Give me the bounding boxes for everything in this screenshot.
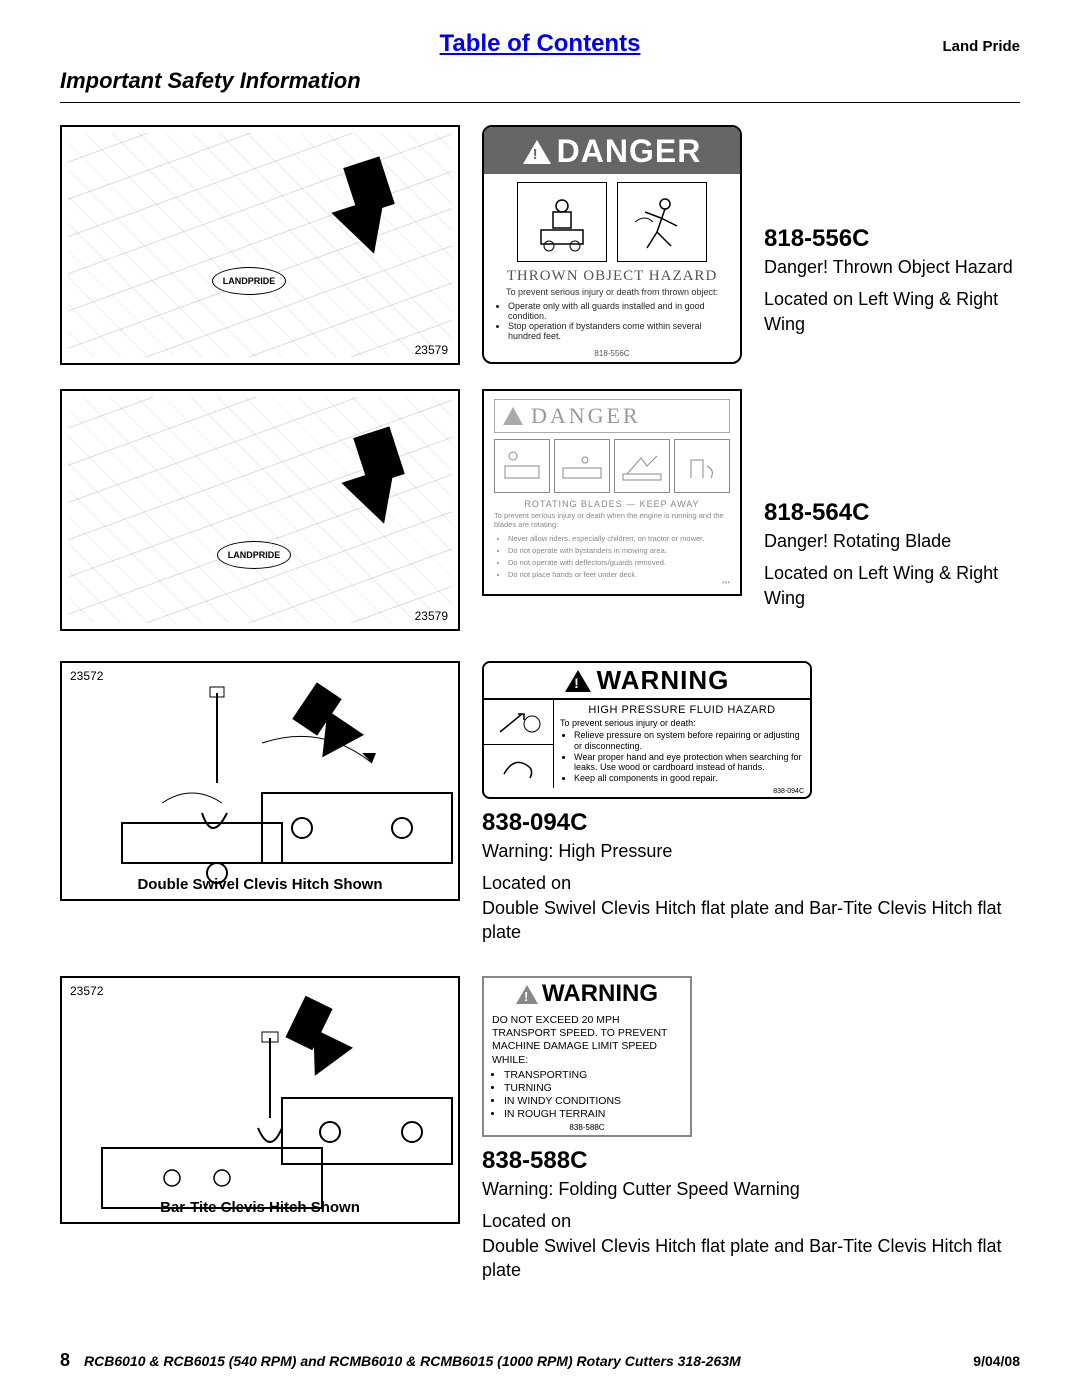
warning-bullets: Relieve pressure on system before repair… — [560, 730, 804, 784]
picto — [484, 700, 553, 745]
bullet: Do not place hands or feet under deck. — [508, 569, 730, 581]
row-818-564c: LANDPRIDE 23579 DANGER ROTATING BLADES —… — [60, 389, 1020, 631]
desc-line: Double Swivel Clevis Hitch flat plate an… — [482, 1234, 1020, 1283]
danger-header: DANGER — [484, 127, 740, 174]
desc-line: Located on Left Wing & Right Wing — [764, 561, 1020, 610]
danger-bullets: Operate only with all guards installed a… — [484, 301, 740, 349]
picto — [494, 439, 550, 493]
speed-body-text: DO NOT EXCEED 20 MPH TRANSPORT SPEED. TO… — [492, 1014, 682, 1067]
part-number: 818-564C — [764, 499, 1020, 527]
bullet: IN WINDY CONDITIONS — [504, 1095, 682, 1108]
page-footer: 8 RCB6010 & RCB6015 (540 RPM) and RCMB60… — [60, 1350, 1020, 1371]
diagram-23579-b: LANDPRIDE 23579 — [60, 389, 460, 631]
picto — [674, 439, 730, 493]
desc-line: Located on — [482, 1209, 1020, 1233]
picto — [554, 439, 610, 493]
alert-icon — [523, 140, 551, 164]
alert-icon — [516, 985, 538, 1004]
row-818-556c: LANDPRIDE 23579 DANGER THROWN OBJECT HAZ… — [60, 125, 1020, 365]
desc-818-564c: 818-564C Danger! Rotating Blade Located … — [764, 389, 1020, 618]
brand-text: Land Pride — [942, 38, 1020, 55]
danger-header-text: DANGER — [531, 403, 641, 429]
desc-838-094c: 838-094C Warning: High Pressure Located … — [482, 809, 1020, 952]
bullet: Wear proper hand and eye protection when… — [574, 752, 804, 774]
danger-sub1: ROTATING BLADES — KEEP AWAY — [494, 499, 730, 509]
label-danger-thrown: DANGER THROWN OBJECT HAZARD To prevent s… — [482, 125, 742, 364]
bullet: TURNING — [504, 1082, 682, 1095]
picto-operator — [517, 182, 607, 262]
footer-title: RCB6010 & RCB6015 (540 RPM) and RCMB6010… — [84, 1353, 973, 1369]
divider — [60, 102, 1020, 103]
bullet: IN ROUGH TERRAIN — [504, 1108, 682, 1121]
bullet: Keep all components in good repair. — [574, 773, 804, 784]
diagram-bar-tite: 23572 Bar-Tite Clevis Hitch Shown — [60, 976, 460, 1224]
bullet: Do not operate with bystanders in mowing… — [508, 545, 730, 557]
landpride-logo: LANDPRIDE — [217, 541, 291, 569]
bullet: Stop operation if bystanders come within… — [508, 321, 728, 341]
desc-838-588c: 838-588C Warning: Folding Cutter Speed W… — [482, 1147, 1020, 1290]
desc-line: Warning: Folding Cutter Speed Warning — [482, 1177, 1020, 1201]
danger-sub1: THROWN OBJECT HAZARD — [484, 268, 740, 285]
toc-link[interactable]: Table of Contents — [60, 30, 1020, 58]
desc-line: Danger! Thrown Object Hazard — [764, 255, 1020, 279]
danger-bullets: Never allow riders, especially children,… — [494, 533, 730, 581]
alert-icon — [565, 670, 591, 692]
picto — [484, 745, 553, 789]
part-number: 818-556C — [764, 225, 1020, 253]
bullet: TRANSPORTING — [504, 1069, 682, 1082]
desc-line: Located on Left Wing & Right Wing — [764, 287, 1020, 336]
label-warning-pressure: WARNING HIGH PRESSURE FLUID HAZARD To pr… — [482, 661, 812, 799]
landpride-logo: LANDPRIDE — [212, 267, 286, 295]
desc-line: Warning: High Pressure — [482, 839, 1020, 863]
diagram-23579-a: LANDPRIDE 23579 — [60, 125, 460, 365]
label-danger-rotating: DANGER ROTATING BLADES — KEEP AWAY To pr… — [482, 389, 742, 596]
danger-header-text: DANGER — [557, 133, 702, 170]
footer-date: 9/04/08 — [973, 1353, 1020, 1369]
label-footer: 818-556C — [484, 349, 740, 362]
diagram-double-swivel: 23572 Double Swivel Clevis Hitch Shown — [60, 661, 460, 901]
bullet: Operate only with all guards installed a… — [508, 301, 728, 321]
diagram-caption: Double Swivel Clevis Hitch Shown — [62, 876, 458, 893]
diagram-number: 23579 — [415, 343, 448, 357]
section-title: Important Safety Information — [60, 68, 1020, 94]
label-footer: *** — [494, 581, 730, 588]
part-number: 838-588C — [482, 1147, 1020, 1175]
bullet: Never allow riders, especially children,… — [508, 533, 730, 545]
part-number: 838-094C — [482, 809, 1020, 837]
label-warning-speed: WARNING DO NOT EXCEED 20 MPH TRANSPORT S… — [482, 976, 692, 1137]
label-footer: 838-094C — [484, 788, 810, 797]
desc-line: Danger! Rotating Blade — [764, 529, 1020, 553]
danger-sub2: To prevent serious injury or death from … — [484, 287, 740, 297]
diagram-caption: Bar-Tite Clevis Hitch Shown — [62, 1199, 458, 1216]
row-838-094c: 23572 Double Swivel Clevis Hitch Shown — [60, 661, 1020, 952]
picto — [614, 439, 670, 493]
bullet: Do not operate with deflectors/guards re… — [508, 557, 730, 569]
danger-sub2: To prevent serious injury or death when … — [494, 511, 730, 529]
alert-icon — [503, 407, 523, 425]
bullet: Relieve pressure on system before repair… — [574, 730, 804, 752]
warning-sub2: To prevent serious injury or death: — [560, 718, 804, 728]
speed-bullets: TRANSPORTING TURNING IN WINDY CONDITIONS… — [492, 1069, 682, 1122]
diagram-number: 23579 — [415, 609, 448, 623]
desc-818-556c: 818-556C Danger! Thrown Object Hazard Lo… — [764, 125, 1020, 344]
label-footer: 838-588C — [484, 1123, 690, 1135]
picto-bystander — [617, 182, 707, 262]
warning-sub1: HIGH PRESSURE FLUID HAZARD — [560, 704, 804, 716]
page-number: 8 — [60, 1350, 70, 1371]
desc-line: Double Swivel Clevis Hitch flat plate an… — [482, 896, 1020, 945]
warning-header-text: WARNING — [542, 980, 658, 1008]
row-838-588c: 23572 Bar-Tite Clevis Hitch Shown WARNIN… — [60, 976, 1020, 1290]
desc-line: Located on — [482, 871, 1020, 895]
warning-header-text: WARNING — [597, 665, 730, 696]
